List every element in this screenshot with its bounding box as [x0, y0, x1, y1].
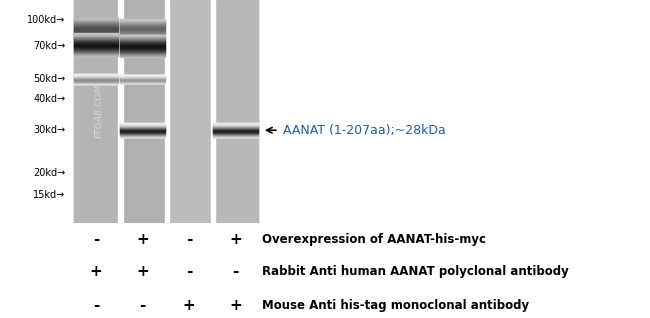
Text: +: + — [136, 232, 149, 247]
Bar — [167, 0, 211, 223]
Bar — [120, 0, 164, 223]
Text: -: - — [139, 298, 146, 313]
Bar — [74, 0, 257, 223]
Text: +: + — [90, 264, 103, 279]
Text: 20kd→: 20kd→ — [33, 168, 66, 177]
Text: AANAT (1-207aa);~28kDa: AANAT (1-207aa);~28kDa — [283, 124, 446, 137]
Text: PTGAB.COM: PTGAB.COM — [95, 84, 104, 138]
Text: 40kd→: 40kd→ — [33, 94, 66, 104]
Text: -: - — [186, 264, 192, 279]
Text: Overexpression of AANAT-his-myc: Overexpression of AANAT-his-myc — [261, 233, 486, 245]
Text: 100kd→: 100kd→ — [27, 15, 66, 25]
Bar — [165, 0, 169, 223]
Text: +: + — [183, 298, 196, 313]
Text: 70kd→: 70kd→ — [33, 41, 66, 51]
Text: -: - — [232, 264, 239, 279]
Text: -: - — [93, 298, 99, 313]
Text: 30kd→: 30kd→ — [33, 125, 66, 135]
Text: +: + — [136, 264, 149, 279]
Bar — [211, 0, 216, 223]
Text: 50kd→: 50kd→ — [33, 74, 66, 84]
Text: -: - — [93, 232, 99, 247]
Text: +: + — [229, 232, 242, 247]
Text: 15kd→: 15kd→ — [33, 190, 66, 200]
Bar — [213, 0, 257, 223]
Text: Mouse Anti his-tag monoclonal antibody: Mouse Anti his-tag monoclonal antibody — [261, 299, 528, 312]
Text: -: - — [186, 232, 192, 247]
Text: Rabbit Anti human AANAT polyclonal antibody: Rabbit Anti human AANAT polyclonal antib… — [261, 265, 568, 278]
Text: +: + — [229, 298, 242, 313]
Bar — [118, 0, 122, 223]
Bar — [74, 0, 118, 223]
